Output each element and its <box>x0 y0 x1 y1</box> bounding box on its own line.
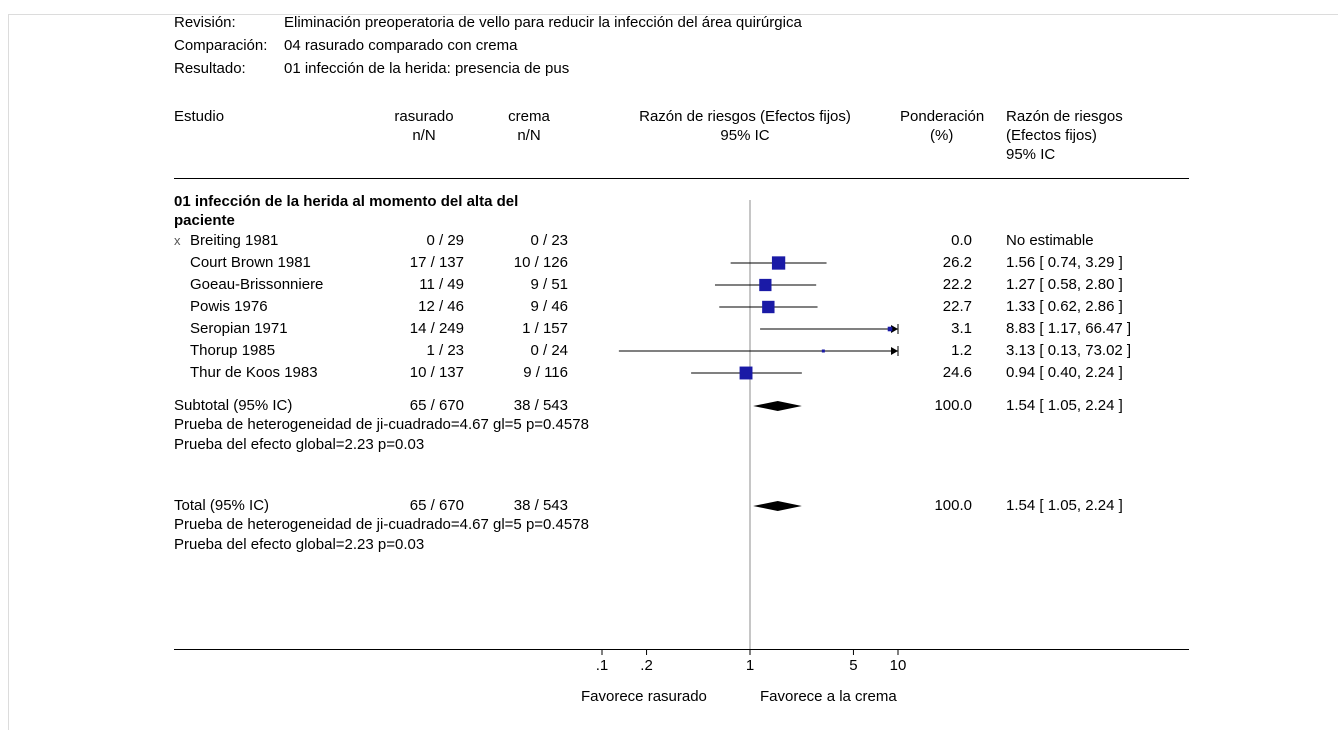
subtotal-heterogeneity: Prueba de heterogeneidad de ji-cuadrado=… <box>174 416 589 433</box>
col-weight: Ponderación <box>900 108 985 125</box>
study-shaved: 10 / 137 <box>409 364 464 381</box>
total-cream: 38 / 543 <box>513 497 568 514</box>
total-shaved: 65 / 670 <box>409 497 464 514</box>
review-label: Revisión: <box>174 14 236 31</box>
study-point-estimate <box>821 349 825 353</box>
subtotal-rr: 1.54 [ 1.05, 2.24 ] <box>1006 397 1123 414</box>
study-shaved: 11 / 49 <box>419 276 464 293</box>
subgroup-title-line1: 01 infección de la herida al momento del… <box>174 193 519 210</box>
subtotal-weight: 100.0 <box>934 397 972 414</box>
study-cream: 10 / 126 <box>513 254 568 271</box>
study-cream: 0 / 24 <box>530 342 568 359</box>
study-rr: 1.33 [ 0.62, 2.86 ] <box>1006 298 1123 315</box>
header-rule <box>174 178 1189 179</box>
col-shaved: rasurado <box>394 108 454 125</box>
excluded-marker: x <box>174 233 181 248</box>
subtotal-shaved: 65 / 670 <box>409 397 464 414</box>
study-rr: 1.56 [ 0.74, 3.29 ] <box>1006 254 1123 271</box>
col-rr-sub1: (Efectos fijos) <box>1006 127 1097 144</box>
total-weight: 100.0 <box>934 497 972 514</box>
study-name: Seropian 1971 <box>190 320 288 337</box>
study-name: Thur de Koos 1983 <box>190 364 318 381</box>
study-name: Court Brown 1981 <box>190 254 311 271</box>
total-heterogeneity: Prueba de heterogeneidad de ji-cuadrado=… <box>174 516 589 533</box>
col-weight-sub: (%) <box>930 127 954 144</box>
study-point-estimate <box>739 366 753 380</box>
col-plot-sub: 95% IC <box>720 127 770 144</box>
study-weight: 26.2 <box>942 254 972 271</box>
figure-frame <box>8 14 1338 730</box>
ci-overflow-arrow <box>891 347 898 355</box>
study-cream: 1 / 157 <box>522 320 568 337</box>
study-name: Goeau-Brissonniere <box>190 276 324 293</box>
study-shaved: 14 / 249 <box>409 320 464 337</box>
axis-tick-label: .2 <box>640 657 653 674</box>
total-overall-effect: Prueba del efecto global=2.23 p=0.03 <box>174 536 425 553</box>
favours-left: Favorece rasurado <box>581 688 707 705</box>
axis-tick-label: 10 <box>890 657 907 674</box>
favours-right: Favorece a la crema <box>760 688 897 705</box>
study-point-estimate <box>759 278 772 292</box>
study-name: Powis 1976 <box>190 298 268 315</box>
axis-tick-label: 1 <box>746 657 754 674</box>
study-cream: 9 / 46 <box>530 298 568 315</box>
study-point-estimate <box>771 256 786 270</box>
study-rr: 0.94 [ 0.40, 2.24 ] <box>1006 364 1123 381</box>
axis-tick-label: 5 <box>849 657 857 674</box>
study-cream: 0 / 23 <box>530 232 568 249</box>
col-plot-title: Razón de riesgos (Efectos fijos) <box>639 108 851 125</box>
study-weight: 1.2 <box>951 342 972 359</box>
ci-overflow-arrow <box>891 325 898 333</box>
subgroup-title-line2: paciente <box>174 212 235 229</box>
subtotal-diamond <box>753 401 802 411</box>
axis-tick-label: .1 <box>596 657 609 674</box>
review-value: Eliminación preoperatoria de vello para … <box>284 14 802 31</box>
col-rr: Razón de riesgos <box>1006 108 1123 125</box>
study-rr: 8.83 [ 1.17, 66.47 ] <box>1006 320 1132 337</box>
col-shaved-sub: n/N <box>412 127 436 144</box>
subtotal-cream: 38 / 543 <box>513 397 568 414</box>
study-weight: 3.1 <box>951 320 972 337</box>
study-name: Thorup 1985 <box>190 342 276 359</box>
col-rr-sub2: 95% IC <box>1006 146 1056 163</box>
study-weight: 22.7 <box>942 298 972 315</box>
total-diamond <box>753 501 802 511</box>
study-point-estimate <box>887 326 893 332</box>
study-weight: 22.2 <box>942 276 972 293</box>
col-cream: crema <box>508 108 550 125</box>
study-shaved: 0 / 29 <box>426 232 464 249</box>
study-rr: 3.13 [ 0.13, 73.02 ] <box>1006 342 1132 359</box>
bottom-rule <box>174 649 1189 650</box>
total-rr: 1.54 [ 1.05, 2.24 ] <box>1006 497 1123 514</box>
outcome-label: Resultado: <box>174 60 246 77</box>
study-weight: 0.0 <box>951 232 972 249</box>
study-point-estimate <box>762 300 775 314</box>
study-weight: 24.6 <box>942 364 972 381</box>
subtotal-overall-effect: Prueba del efecto global=2.23 p=0.03 <box>174 436 425 453</box>
outcome-value: 01 infección de la herida: presencia de … <box>284 60 570 77</box>
col-study: Estudio <box>174 108 225 125</box>
subtotal-label: Subtotal (95% IC) <box>174 397 293 414</box>
total-label: Total (95% IC) <box>174 497 270 514</box>
study-shaved: 12 / 46 <box>418 298 464 315</box>
study-rr: 1.27 [ 0.58, 2.80 ] <box>1006 276 1123 293</box>
study-shaved: 17 / 137 <box>409 254 464 271</box>
study-cream: 9 / 51 <box>530 276 568 293</box>
study-name: Breiting 1981 <box>190 232 279 249</box>
col-cream-sub: n/N <box>517 127 541 144</box>
study-cream: 9 / 116 <box>523 364 568 381</box>
comparison-label: Comparación: <box>174 37 268 54</box>
study-shaved: 1 / 23 <box>426 342 464 359</box>
study-rr: No estimable <box>1006 232 1094 249</box>
comparison-value: 04 rasurado comparado con crema <box>284 37 518 54</box>
